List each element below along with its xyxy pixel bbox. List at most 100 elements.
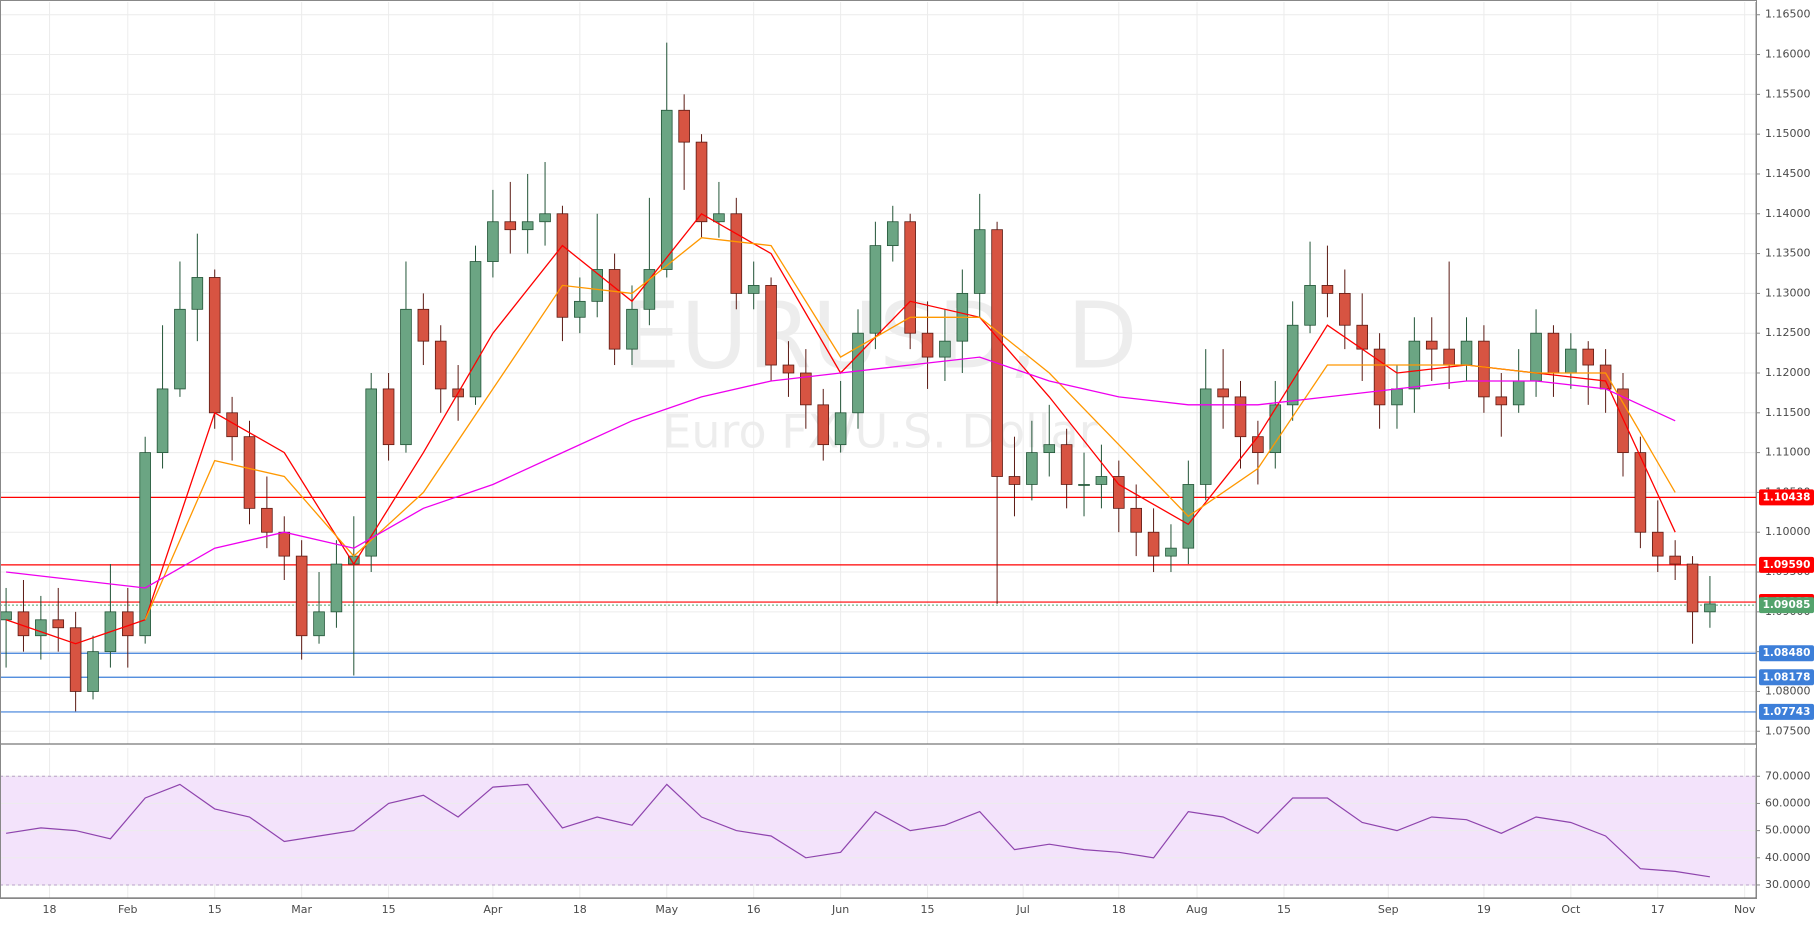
- candle-body: [1130, 507, 1142, 533]
- candle-body: [469, 261, 482, 398]
- candle-body: [1460, 340, 1473, 366]
- price-label-box: [1759, 597, 1814, 614]
- candle-body: [1026, 452, 1038, 485]
- y-tick-label: 1.10000: [1765, 525, 1811, 538]
- candle-body: [817, 404, 830, 446]
- y-tick-label: 50.0000: [1765, 824, 1811, 837]
- watermark-subtitle: Euro FX/U.S. Dollar: [662, 405, 1097, 459]
- candle-body: [174, 308, 186, 390]
- price-label: 1.08178: [1763, 671, 1811, 683]
- candle-body: [1686, 563, 1699, 613]
- x-tick-label: 19: [1477, 903, 1491, 916]
- candle-body: [1565, 348, 1577, 374]
- candle-body: [886, 221, 899, 247]
- candle-body: [713, 213, 725, 223]
- candle-body: [365, 388, 377, 557]
- x-tick-label: 15: [382, 903, 396, 916]
- candle-body: [678, 109, 690, 143]
- x-tick-label: Feb: [118, 903, 137, 916]
- x-tick-label: Mar: [291, 903, 312, 916]
- candle-body: [417, 308, 430, 342]
- price-label-box: [1759, 645, 1814, 662]
- candle-body: [973, 229, 986, 294]
- candle-body: [1147, 531, 1160, 557]
- candle-body: [1252, 436, 1264, 454]
- y-tick-label: 70.0000: [1765, 769, 1811, 782]
- x-tick-label: Apr: [483, 903, 503, 916]
- candle-body: [17, 611, 30, 637]
- candle-body: [1391, 388, 1403, 406]
- candle-body: [1617, 388, 1629, 454]
- candle-body: [800, 372, 812, 406]
- candle-body: [504, 221, 517, 231]
- candle-body: [747, 285, 760, 294]
- x-tick-label: 18: [43, 903, 57, 916]
- candle-body: [1165, 547, 1177, 557]
- y-tick-label: 1.07500: [1765, 724, 1811, 737]
- y-tick-label: 60.0000: [1765, 796, 1811, 809]
- y-tick-label: 1.15500: [1765, 87, 1811, 100]
- candle-body: [1495, 396, 1508, 406]
- candle-body: [1582, 348, 1595, 366]
- candle-body: [608, 269, 621, 350]
- candle-body: [1286, 324, 1299, 406]
- y-tick-label: 1.16500: [1765, 8, 1811, 21]
- candle-body: [191, 277, 204, 310]
- candle-body: [1704, 603, 1716, 613]
- candle-body: [69, 627, 82, 692]
- x-tick-label: 17: [1651, 903, 1665, 916]
- x-tick-label: 15: [1277, 903, 1291, 916]
- candle-body: [226, 412, 238, 438]
- x-tick-label: Sep: [1378, 903, 1399, 916]
- candle-body: [695, 141, 708, 223]
- candle-body: [521, 221, 534, 231]
- candle-body: [1060, 444, 1073, 485]
- candle-body: [921, 332, 934, 358]
- candle-body: [1425, 340, 1438, 350]
- candle-body: [626, 308, 638, 350]
- candle-body: [52, 619, 65, 629]
- candle-body: [1339, 292, 1351, 326]
- y-tick-label: 1.16000: [1765, 48, 1811, 61]
- price-label-box: [1759, 703, 1814, 720]
- y-tick-label: 1.11500: [1765, 406, 1811, 419]
- price-label-box: [1759, 556, 1814, 573]
- candle-body: [834, 412, 847, 446]
- candle-body: [1043, 444, 1056, 454]
- candle-body: [1078, 484, 1090, 486]
- y-tick-label: 30.0000: [1765, 878, 1811, 891]
- candle-body: [1634, 452, 1647, 533]
- price-label: 1.09085: [1763, 599, 1811, 611]
- candle-body: [1599, 364, 1612, 390]
- y-tick-label: 1.14000: [1765, 207, 1811, 220]
- price-label: 1.09590: [1763, 559, 1811, 571]
- y-tick-label: 1.08000: [1765, 684, 1811, 697]
- x-tick-label: 18: [573, 903, 587, 916]
- price-label: 1.10438: [1763, 491, 1811, 503]
- moving-average: [6, 356, 1676, 589]
- candle-body: [1547, 332, 1560, 374]
- candle-body: [35, 619, 47, 637]
- candle-body: [208, 277, 221, 414]
- y-tick-label: 1.13500: [1765, 247, 1811, 260]
- candle-body: [0, 611, 12, 621]
- candle-body: [643, 269, 656, 310]
- y-tick-label: 1.12000: [1765, 366, 1811, 379]
- rsi-line: [6, 783, 1710, 878]
- candle-body: [852, 332, 864, 414]
- candle-body: [156, 388, 169, 454]
- candle-body: [1373, 348, 1386, 406]
- x-tick-label: Jun: [831, 903, 849, 916]
- candle-body: [121, 611, 134, 637]
- candle-body: [1443, 348, 1455, 366]
- x-tick-label: Aug: [1186, 903, 1207, 916]
- candle-body: [434, 340, 447, 390]
- x-tick-label: 18: [1112, 903, 1126, 916]
- candle-body: [1234, 396, 1247, 438]
- price-label-box: [1759, 489, 1814, 506]
- y-tick-label: 1.11000: [1765, 446, 1811, 459]
- candle-body: [1478, 340, 1490, 398]
- candle-body: [400, 308, 412, 446]
